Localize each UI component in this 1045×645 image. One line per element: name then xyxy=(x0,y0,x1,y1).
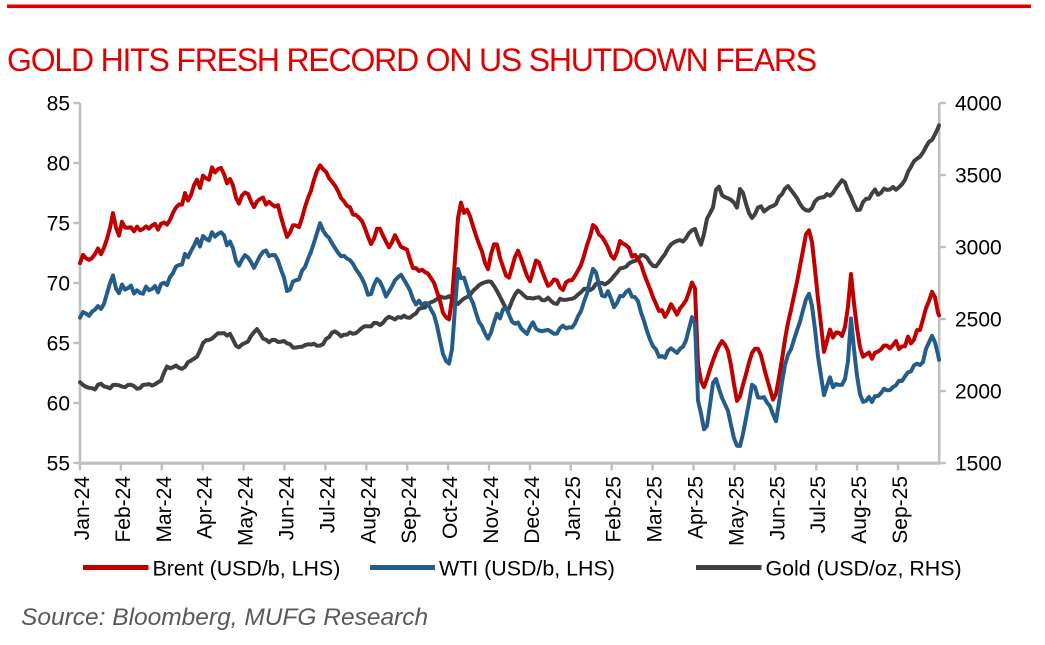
svg-text:Nov-24: Nov-24 xyxy=(480,476,503,544)
svg-text:Gold (USD/oz, RHS): Gold (USD/oz, RHS) xyxy=(766,557,962,581)
svg-text:65: 65 xyxy=(47,333,70,356)
svg-text:3000: 3000 xyxy=(955,237,1002,260)
svg-text:60: 60 xyxy=(47,393,70,416)
svg-text:Oct-24: Oct-24 xyxy=(439,476,462,539)
svg-text:80: 80 xyxy=(47,153,70,176)
svg-text:Feb-25: Feb-25 xyxy=(603,476,626,543)
svg-text:WTI (USD/b, LHS): WTI (USD/b, LHS) xyxy=(439,557,615,581)
svg-text:4000: 4000 xyxy=(955,93,1002,116)
svg-text:3500: 3500 xyxy=(955,165,1002,188)
svg-text:Mar-24: Mar-24 xyxy=(153,476,176,543)
svg-text:75: 75 xyxy=(47,213,70,236)
svg-text:55: 55 xyxy=(47,453,70,476)
svg-text:Source: Bloomberg, MUFG Resear: Source: Bloomberg, MUFG Research xyxy=(21,604,428,631)
svg-text:70: 70 xyxy=(47,273,70,296)
svg-text:1500: 1500 xyxy=(955,453,1002,476)
svg-text:Aug-25: Aug-25 xyxy=(848,476,871,544)
svg-text:Jun-24: Jun-24 xyxy=(276,476,299,541)
svg-text:Mar-25: Mar-25 xyxy=(644,476,667,543)
svg-text:Apr-24: Apr-24 xyxy=(194,476,217,539)
svg-text:85: 85 xyxy=(47,93,70,116)
svg-text:Jan-24: Jan-24 xyxy=(71,476,94,541)
svg-text:Dec-24: Dec-24 xyxy=(521,476,544,544)
svg-text:Aug-24: Aug-24 xyxy=(357,476,380,544)
svg-text:Apr-25: Apr-25 xyxy=(685,476,708,539)
svg-text:2500: 2500 xyxy=(955,309,1002,332)
svg-text:2000: 2000 xyxy=(955,381,1002,404)
svg-text:Feb-24: Feb-24 xyxy=(112,476,135,543)
svg-text:Sep-24: Sep-24 xyxy=(398,476,421,544)
svg-text:Jul-24: Jul-24 xyxy=(316,476,339,534)
svg-text:Sep-25: Sep-25 xyxy=(889,476,912,544)
svg-text:May-24: May-24 xyxy=(235,476,258,546)
svg-text:Brent (USD/b, LHS): Brent (USD/b, LHS) xyxy=(153,557,341,581)
svg-text:Jan-25: Jan-25 xyxy=(562,476,585,540)
svg-text:Jun-25: Jun-25 xyxy=(766,476,789,540)
svg-text:GOLD HITS FRESH RECORD ON US S: GOLD HITS FRESH RECORD ON US SHUTDOWN FE… xyxy=(7,42,816,78)
svg-text:Jul-25: Jul-25 xyxy=(807,476,830,533)
svg-text:May-25: May-25 xyxy=(725,476,748,546)
